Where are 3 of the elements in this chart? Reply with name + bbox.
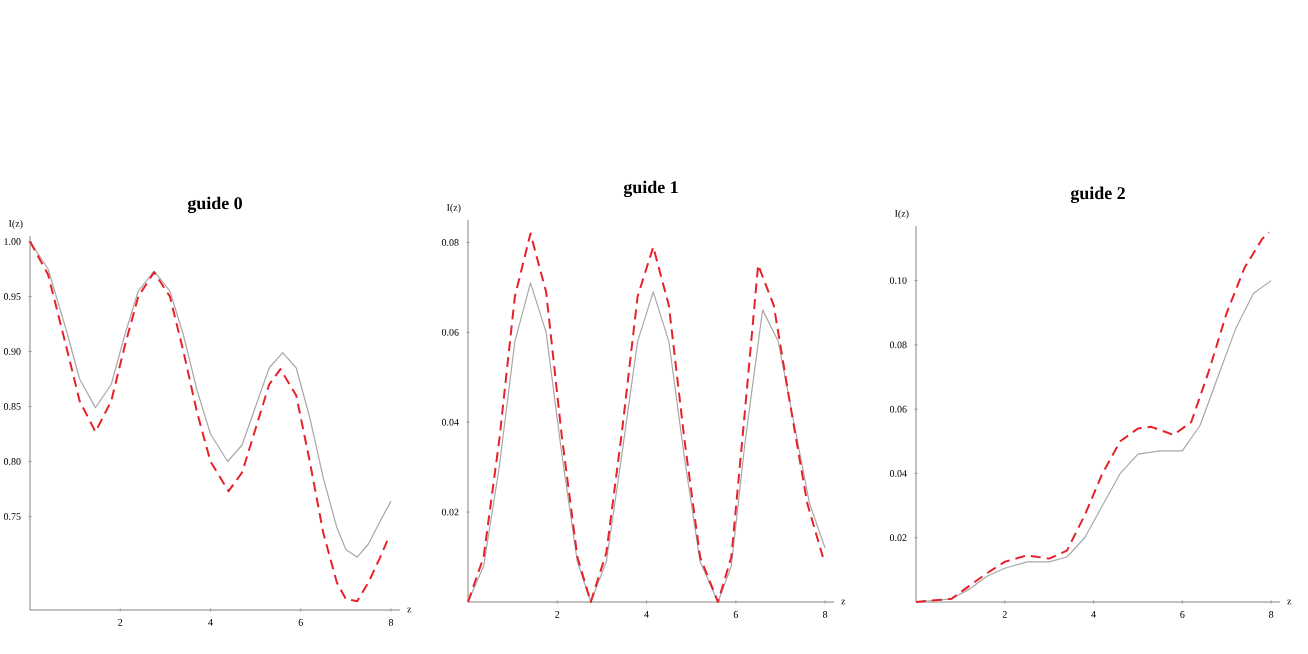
chart-title: guide 0 — [187, 196, 242, 214]
chart-title: guide 1 — [623, 180, 678, 198]
chart-title: guide 2 — [1070, 186, 1125, 204]
